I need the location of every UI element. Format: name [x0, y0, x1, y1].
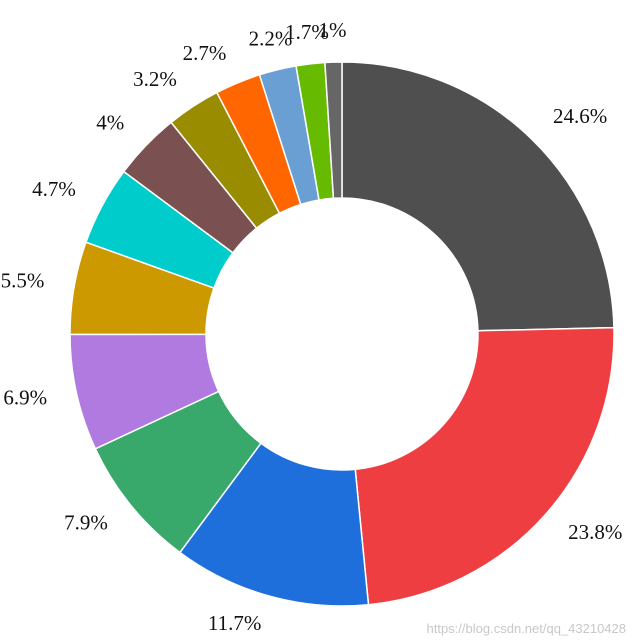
slice-percent-label: 4%: [96, 111, 124, 135]
slice-percent-label: 24.6%: [553, 104, 607, 128]
slice-percent-label: 6.9%: [3, 385, 47, 409]
slice-percent-label: 11.7%: [208, 611, 261, 635]
watermark-url: https://blog.csdn.net/qq_43210428: [426, 621, 627, 636]
slice-percent-label: 23.8%: [568, 520, 622, 544]
slice-percent-label: 3.2%: [133, 67, 177, 91]
donut-slices: [69, 61, 615, 607]
slice-percent-label: 2.7%: [183, 41, 227, 65]
slice-percent-label: 7.9%: [64, 511, 108, 535]
donut-slice: [354, 326, 615, 606]
slice-percent-label: 1.7%: [285, 20, 329, 44]
slice-percent-label: 4.7%: [32, 177, 76, 201]
slice-percent-label: 1%: [319, 18, 347, 42]
donut-slice: [341, 61, 615, 332]
slice-percent-label: 5.5%: [1, 268, 45, 292]
slice-labels: 24.6% 23.8% 11.7% 7.9% 6.9% 5.5% 4.7% 4% 3.2%2.7…: [1, 18, 623, 635]
slice-percent-label: 2.2%: [249, 26, 293, 50]
donut-slice: [324, 61, 343, 200]
